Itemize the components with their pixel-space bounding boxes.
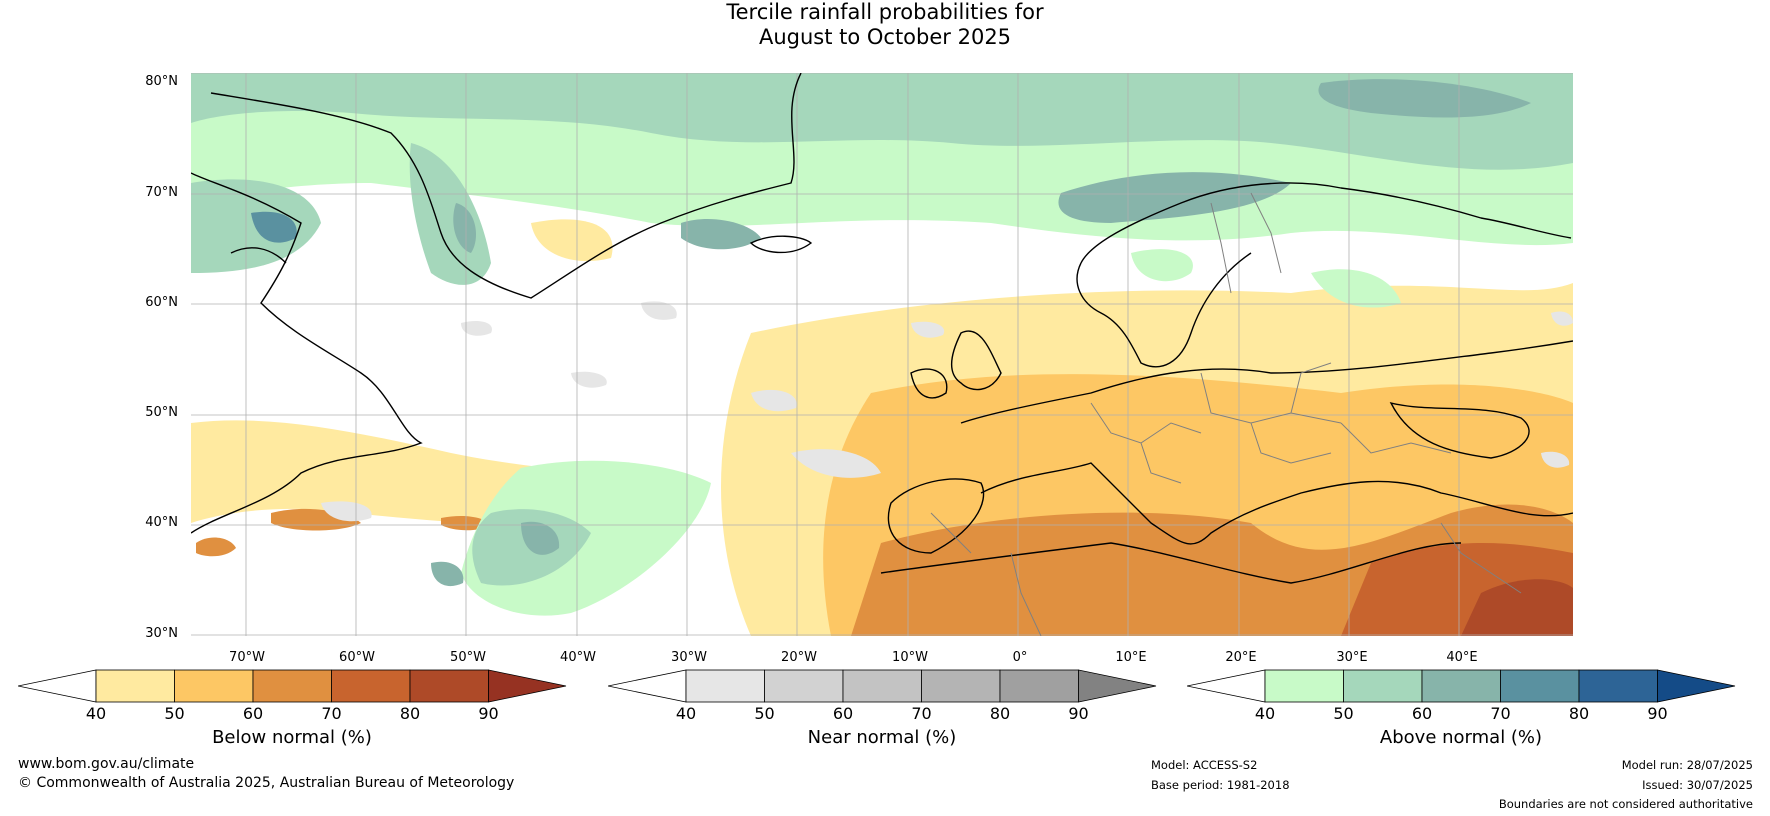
colorbar-below-swatch-2	[174, 669, 254, 703]
colorbar-near-swatch-6	[1078, 669, 1157, 703]
colorbar-below-swatch-1	[95, 669, 175, 703]
lon-label-20e: 20°E	[1225, 650, 1257, 665]
graticule	[191, 73, 1573, 636]
colorbar-near-title: Near normal (%)	[807, 727, 957, 748]
colorbar-near-swatch-3	[842, 669, 922, 703]
title-line-1: Tercile rainfall probabilities for	[726, 0, 1044, 24]
colorbar-below-swatch-3	[252, 669, 332, 703]
colorbar-near-tick: 40	[675, 704, 697, 723]
colorbar-above-tick: 90	[1647, 704, 1668, 723]
colorbar-near-swatch-4	[921, 669, 1001, 703]
lon-label-60w: 60°W	[339, 650, 375, 665]
above-normal-regions	[191, 73, 1573, 616]
colorbar-below-tick: 90	[478, 704, 499, 723]
colorbar-above-swatch-2	[1343, 669, 1423, 703]
colorbar-above-tick: 60	[1411, 704, 1433, 723]
lon-label-50w: 50°W	[450, 650, 486, 665]
colorbar-above-swatch-0	[1186, 669, 1266, 703]
lon-label-40w: 40°W	[560, 650, 596, 665]
rainfall-probability-map	[191, 73, 1573, 636]
colorbar-below-swatch-4	[331, 669, 411, 703]
footer-url: www.bom.gov.au/climate	[18, 756, 195, 772]
colorbar-near-tick: 70	[911, 704, 932, 723]
colorbar-above-tick: 70	[1490, 704, 1511, 723]
colorbar-below-title: Below normal (%)	[212, 727, 372, 748]
country-borders	[930, 192, 1522, 636]
colorbar-above-swatch-6	[1657, 669, 1736, 703]
colorbar-above-swatch-5	[1578, 669, 1658, 703]
title-line-2: August to October 2025	[758, 25, 1012, 49]
lat-label-80n: 80°N	[145, 74, 178, 89]
colorbar-below-tick: 80	[399, 704, 421, 723]
colorbar-above-swatch-1	[1264, 669, 1344, 703]
near-normal-regions	[321, 301, 1573, 522]
lon-label-10w: 10°W	[892, 650, 928, 665]
colorbar-below-swatch-0	[17, 669, 97, 703]
colorbar-near-tick: 80	[989, 704, 1011, 723]
colorbar-near-tick: 90	[1068, 704, 1089, 723]
lon-label-40e: 40°E	[1446, 650, 1478, 665]
coastlines	[191, 73, 1573, 584]
lat-label-40n: 40°N	[145, 515, 178, 530]
colorbar-near-tick: 50	[754, 704, 775, 723]
colorbar-below-tick: 50	[164, 704, 185, 723]
lon-label-10e: 10°E	[1115, 650, 1147, 665]
colorbar-above-tick: 40	[1254, 704, 1276, 723]
lat-label-50n: 50°N	[145, 405, 178, 420]
lon-label-20w: 20°W	[781, 650, 817, 665]
colorbar-near-normal: 40 50 60 70 80 90	[607, 668, 1158, 728]
footer-model-run: Model run: 28/07/2025	[1621, 758, 1753, 772]
footer-disclaimer: Boundaries are not considered authoritat…	[1498, 797, 1753, 811]
colorbar-near-swatch-0	[607, 669, 687, 703]
lon-label-30w: 30°W	[671, 650, 707, 665]
lon-label-30e: 30°E	[1336, 650, 1368, 665]
colorbar-above-normal: 40 50 60 70 80 90	[1186, 668, 1737, 728]
colorbar-above-tick: 50	[1333, 704, 1354, 723]
colorbar-near-swatch-1	[685, 669, 765, 703]
map-title: Tercile rainfall probabilities for Augus…	[0, 0, 1770, 50]
colorbar-below-swatch-5	[409, 669, 489, 703]
colorbar-below-tick: 60	[242, 704, 264, 723]
footer-base-period: Base period: 1981-2018	[1151, 778, 1290, 792]
footer-issued: Issued: 30/07/2025	[1642, 778, 1753, 792]
colorbar-below-swatch-6	[488, 669, 567, 703]
footer-model: Model: ACCESS-S2	[1151, 758, 1258, 772]
lon-label-70w: 70°W	[229, 650, 265, 665]
colorbar-above-title: Above normal (%)	[1379, 727, 1543, 748]
colorbar-below-normal: 40 50 60 70 80 90	[17, 668, 568, 728]
lat-label-30n: 30°N	[145, 626, 178, 641]
colorbar-near-swatch-2	[764, 669, 844, 703]
colorbar-above-swatch-4	[1500, 669, 1580, 703]
colorbar-near-tick: 60	[832, 704, 854, 723]
colorbar-above-tick: 80	[1568, 704, 1590, 723]
colorbar-near-swatch-5	[999, 669, 1079, 703]
colorbar-below-tick: 70	[321, 704, 342, 723]
footer-copyright: © Commonwealth of Australia 2025, Austra…	[18, 775, 515, 791]
colorbar-above-swatch-3	[1421, 669, 1501, 703]
lat-label-60n: 60°N	[145, 295, 178, 310]
colorbar-below-tick: 40	[85, 704, 107, 723]
lon-label-0: 0°	[1012, 650, 1028, 665]
lat-label-70n: 70°N	[145, 185, 178, 200]
